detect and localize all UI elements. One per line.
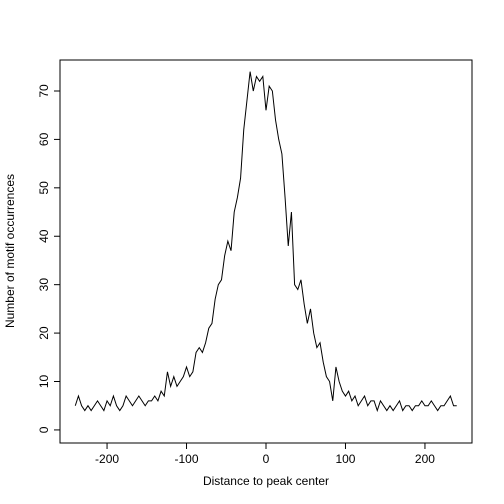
y-tick-label: 40 (37, 229, 51, 243)
x-tick-label: -100 (175, 452, 199, 466)
y-tick-label: 0 (37, 426, 51, 433)
y-tick-label: 20 (37, 326, 51, 340)
x-tick-label: -200 (95, 452, 119, 466)
y-axis-label: Number of motif occurrences (3, 174, 17, 328)
x-tick-label: 100 (335, 452, 355, 466)
y-tick-label: 30 (37, 278, 51, 292)
x-tick-label: 0 (263, 452, 270, 466)
y-tick-label: 50 (37, 181, 51, 195)
x-tick-label: 200 (415, 452, 435, 466)
data-line (74, 71, 457, 413)
x-axis-label: Distance to peak center (203, 474, 329, 488)
y-tick-label: 70 (37, 84, 51, 98)
y-tick-label: 10 (37, 375, 51, 389)
plot-box (59, 59, 473, 444)
y-tick-label: 60 (37, 132, 51, 146)
